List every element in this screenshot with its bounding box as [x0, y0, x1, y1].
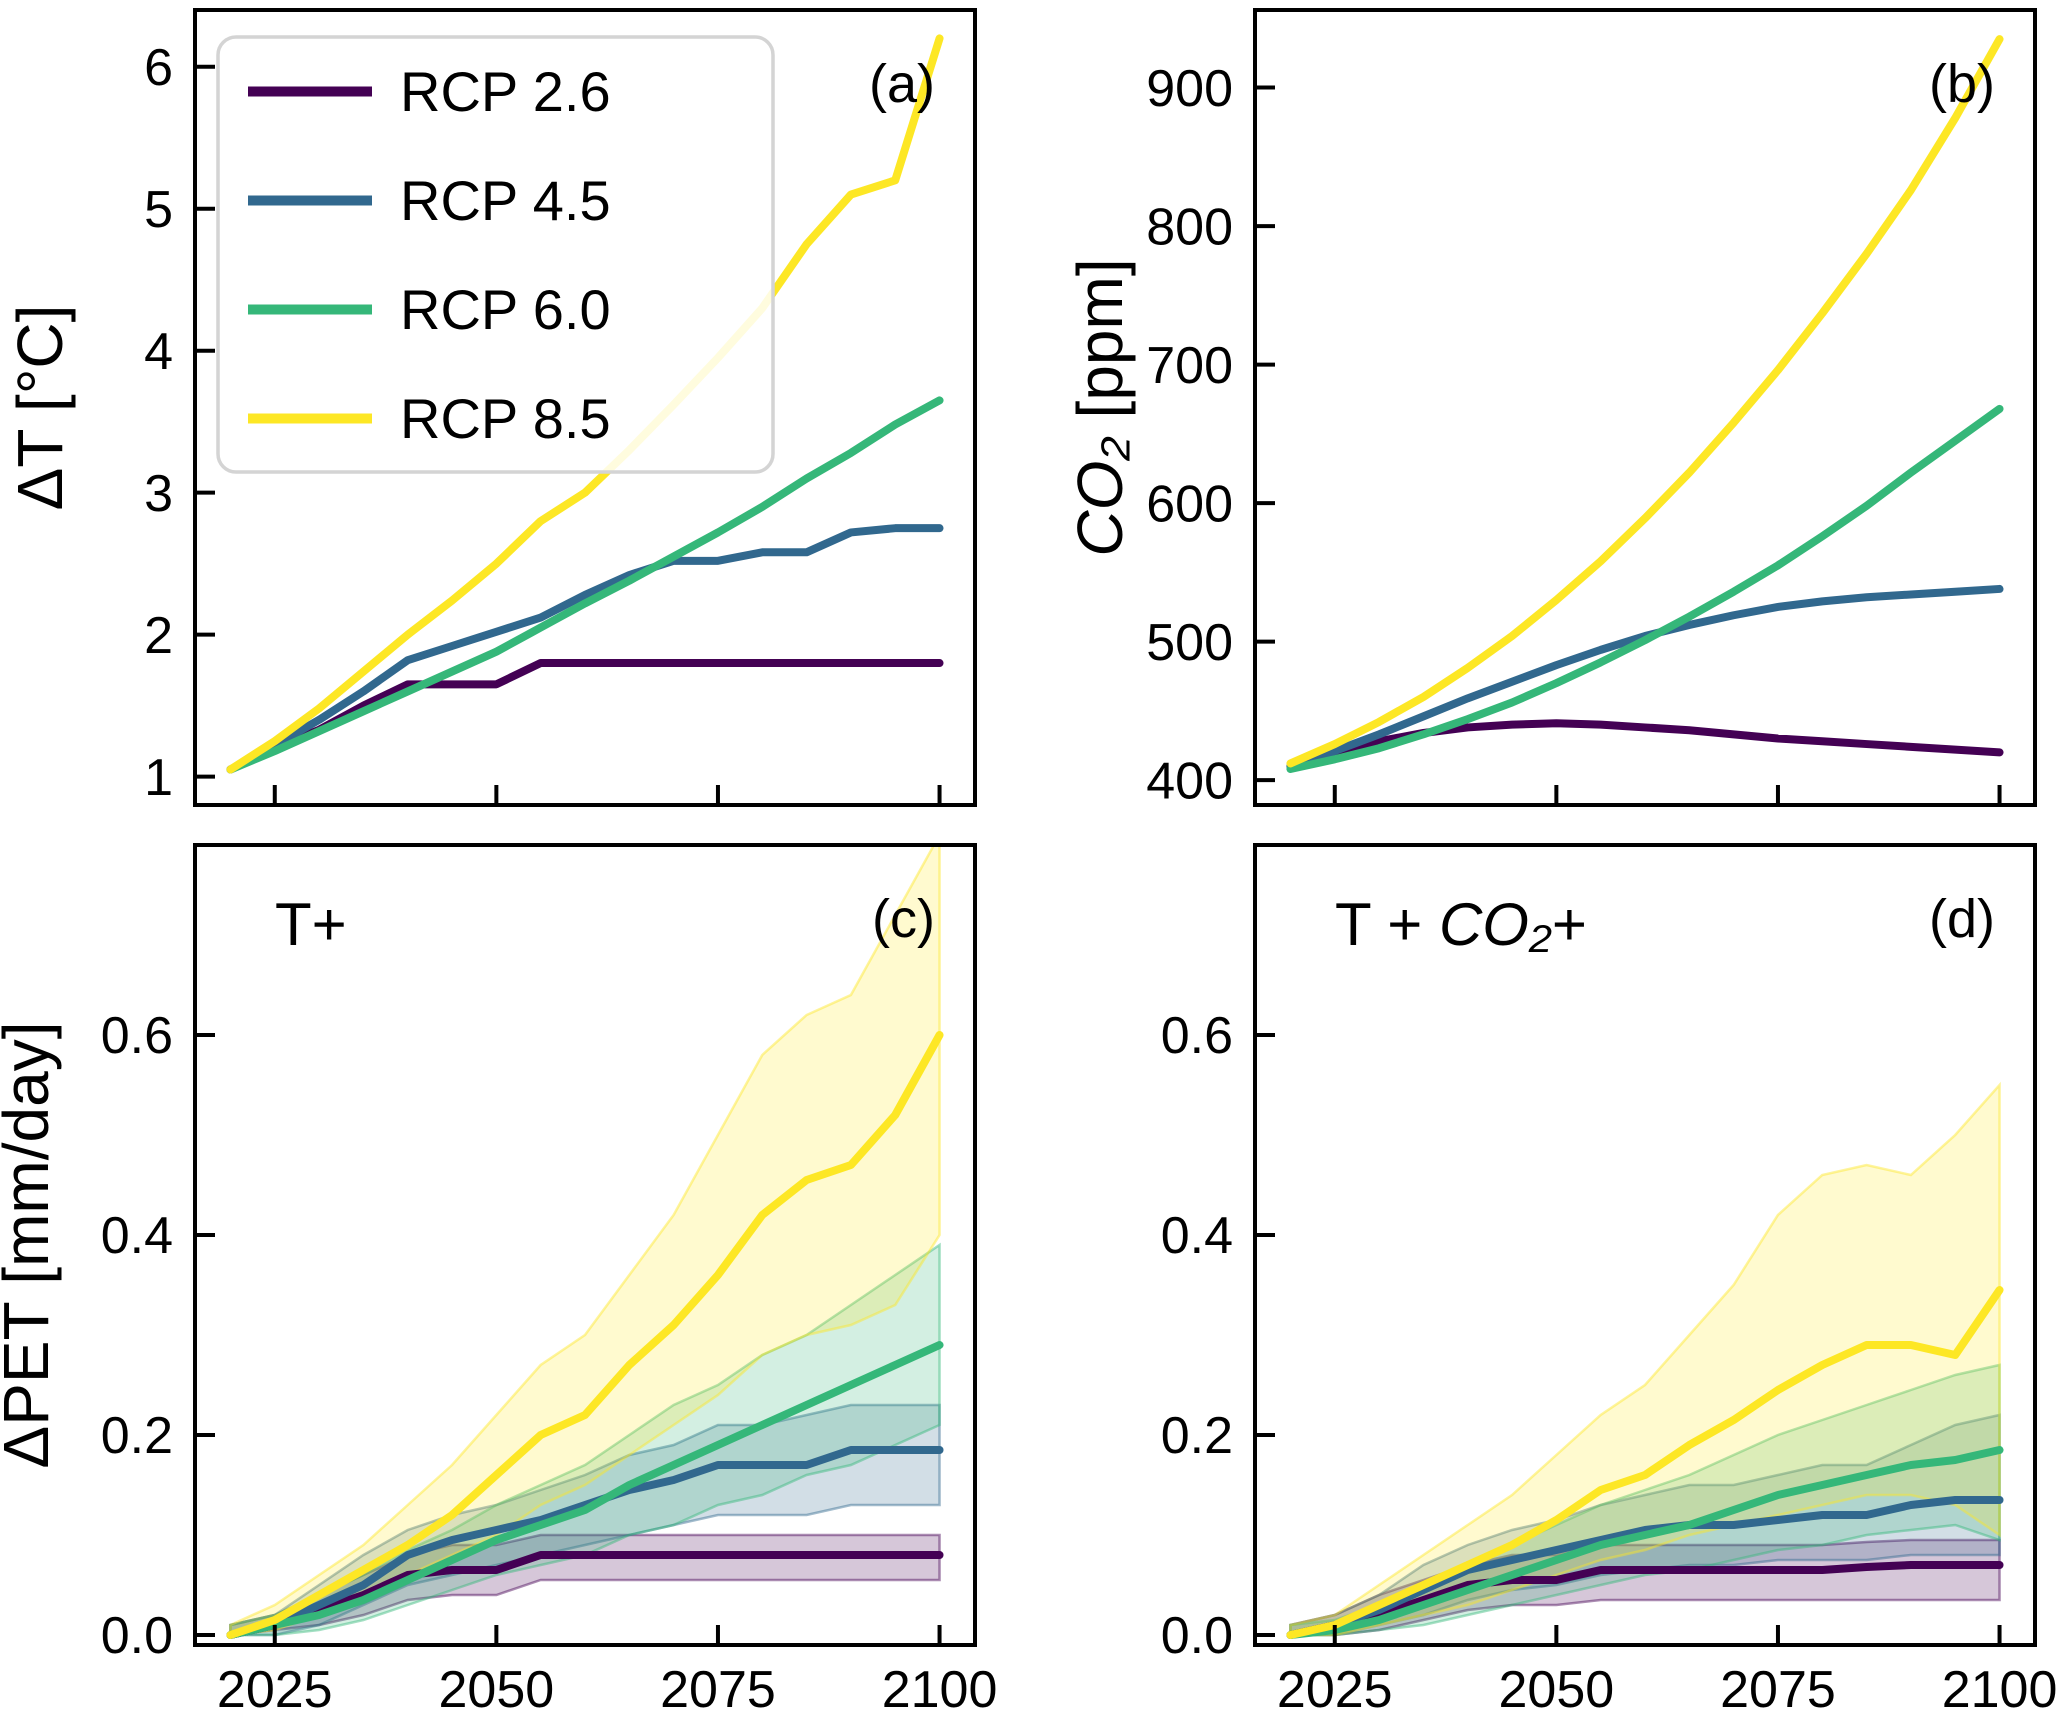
axes-spines-d — [1253, 843, 2037, 1647]
legend-item-rcp26: RCP 2.6 — [248, 60, 611, 123]
panel-c: 2025 2050 2075 2100 0.0 0.2 0.4 0.6 ΔPET [mm/day… — [0, 843, 998, 1716]
panel-letter-a: (a) — [869, 54, 935, 114]
y-tick-label: 400 — [1146, 752, 1233, 810]
band-rcp85-d — [1289, 1081, 2001, 1637]
legend-label-rcp60: RCP 6.0 — [400, 278, 611, 341]
x-tick-label: 2075 — [1720, 1661, 1836, 1711]
y-tick-label: 0.0 — [1161, 1607, 1233, 1665]
legend: RCP 2.6 RCP 4.5 RCP 6.0 RCP 8.5 — [216, 35, 775, 474]
plot-area-d — [1286, 1081, 2004, 1639]
y-tick-label: 0.6 — [1161, 1007, 1233, 1065]
panel-title-c: T+ — [275, 891, 347, 958]
y-tick-label: 2 — [144, 607, 173, 665]
legend-item-rcp85: RCP 8.5 — [248, 387, 611, 450]
y-tick-label: 1 — [144, 749, 173, 807]
legend-item-rcp45: RCP 4.5 — [248, 169, 611, 232]
y-tick-label: 4 — [144, 323, 173, 381]
y-tick-label: 6 — [144, 39, 173, 97]
y-axis-label-c: ΔPET [mm/day] — [0, 1022, 62, 1469]
line-rcp45-a — [226, 524, 944, 774]
x-tick-label: 2025 — [217, 1661, 333, 1711]
x-tick-label: 2025 — [1277, 1661, 1393, 1711]
axes-spines-a — [193, 8, 977, 807]
y-axis-label-a: ΔT [°C] — [4, 305, 76, 511]
line-rcp60-b — [1286, 404, 2004, 773]
y-tick-label: 0.2 — [101, 1407, 173, 1465]
line-rcp85-a — [226, 34, 944, 774]
y-tick-label: 600 — [1146, 475, 1233, 533]
line-rcp85-c — [226, 1031, 944, 1639]
panel-b: 400 500 600 700 800 900 CO₂ [ppm] (b) — [1064, 8, 2037, 810]
panel-letter-b: (b) — [1929, 54, 1995, 114]
band-rcp45-d — [1289, 1413, 2001, 1637]
panel-title-d: T + CO₂+ — [1335, 891, 1587, 958]
panel-letter-c: (c) — [872, 889, 935, 949]
band-rcp85-c — [229, 845, 941, 1637]
plot-area-b — [1286, 35, 2004, 773]
panel-d: 2025 2050 2075 2100 0.0 0.2 0.4 0.6 (d) T + CO₂+ — [1161, 843, 2058, 1716]
line-rcp60-c — [226, 1341, 944, 1639]
x-tick-label: 2050 — [1499, 1661, 1615, 1711]
legend-label-rcp45: RCP 4.5 — [400, 169, 611, 232]
y-tick-label: 3 — [144, 465, 173, 523]
x-tick-label: 2100 — [1942, 1661, 2058, 1711]
axes-spines-c — [193, 843, 977, 1647]
y-tick-label: 800 — [1146, 198, 1233, 256]
x-tick-label: 2100 — [882, 1661, 998, 1711]
line-rcp45-c — [226, 1446, 944, 1639]
x-tick-label: 2050 — [439, 1661, 555, 1711]
y-axis-label-b: CO₂ [ppm] — [1064, 258, 1136, 556]
panel-letter-d: (d) — [1929, 889, 1995, 949]
y-tick-label: 0.4 — [1161, 1207, 1233, 1265]
y-tick-label: 0.0 — [101, 1607, 173, 1665]
y-tick-label: 0.2 — [1161, 1407, 1233, 1465]
y-tick-label: 5 — [144, 181, 173, 239]
legend-label-rcp85: RCP 8.5 — [400, 387, 611, 450]
x-tick-label: 2075 — [660, 1661, 776, 1711]
line-rcp60-a — [226, 396, 944, 774]
legend-item-rcp60: RCP 6.0 — [248, 278, 611, 341]
panel-a: 1 2 3 4 5 6 ΔT [°C] (a) — [4, 8, 977, 807]
line-rcp45-d — [1286, 1496, 2004, 1639]
band-rcp60-c — [229, 1242, 941, 1637]
line-rcp85-b — [1286, 35, 2004, 768]
legend-label-rcp26: RCP 2.6 — [400, 60, 611, 123]
y-tick-label: 700 — [1146, 337, 1233, 395]
axes-spines-b — [1253, 8, 2037, 807]
y-tick-label: 0.4 — [101, 1207, 173, 1265]
line-rcp26-c — [226, 1551, 944, 1639]
line-rcp60-d — [1286, 1446, 2004, 1639]
line-rcp26-d — [1286, 1561, 2004, 1639]
y-tick-label: 900 — [1146, 60, 1233, 118]
y-tick-label: 0.6 — [101, 1007, 173, 1065]
plot-area-c — [226, 845, 944, 1639]
plot-area-a — [226, 34, 944, 774]
line-rcp85-d — [1286, 1286, 2004, 1639]
legend-box — [216, 35, 775, 474]
y-tick-label: 500 — [1146, 614, 1233, 672]
